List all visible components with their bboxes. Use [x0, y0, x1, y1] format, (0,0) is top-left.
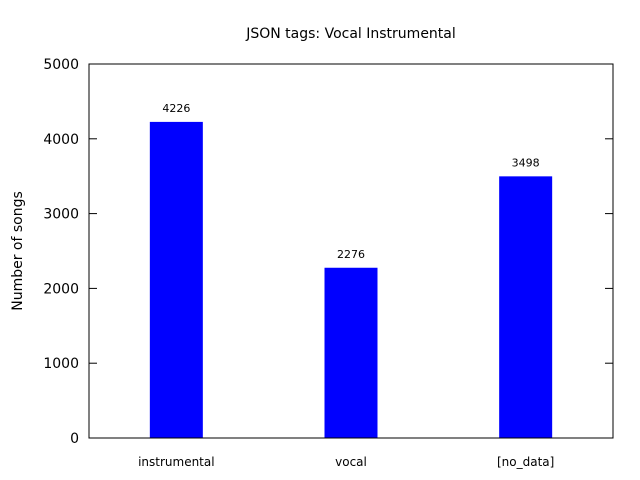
data-label: 3498 [512, 156, 540, 169]
bar-no-data [499, 176, 553, 438]
y-tick-label: 1000 [43, 356, 79, 372]
plot-frame [88, 63, 614, 439]
data-labels-group: 4226 2276 3498 [162, 102, 539, 261]
bar-vocal [324, 267, 378, 438]
y-tick-label: 4000 [43, 132, 79, 148]
x-tick-label: vocal [335, 455, 367, 469]
y-tick-label: 2000 [43, 281, 79, 297]
bars-group [149, 121, 553, 438]
x-tick-label: instrumental [138, 455, 215, 469]
y-tick-label: 5000 [43, 57, 79, 73]
chart-title: JSON tags: Vocal Instrumental [245, 26, 456, 42]
bar-instrumental [149, 121, 203, 438]
y-tick-label: 0 [70, 431, 79, 447]
data-label: 4226 [162, 102, 190, 115]
x-tick-label: [no_data] [497, 455, 554, 469]
y-axis-label: Number of songs [10, 191, 26, 311]
y-tick-label: 3000 [43, 207, 79, 223]
data-label: 2276 [337, 248, 365, 261]
axes-group: instrumental vocal [no_data] 0 1000 2000 3000 4… [43, 57, 613, 469]
